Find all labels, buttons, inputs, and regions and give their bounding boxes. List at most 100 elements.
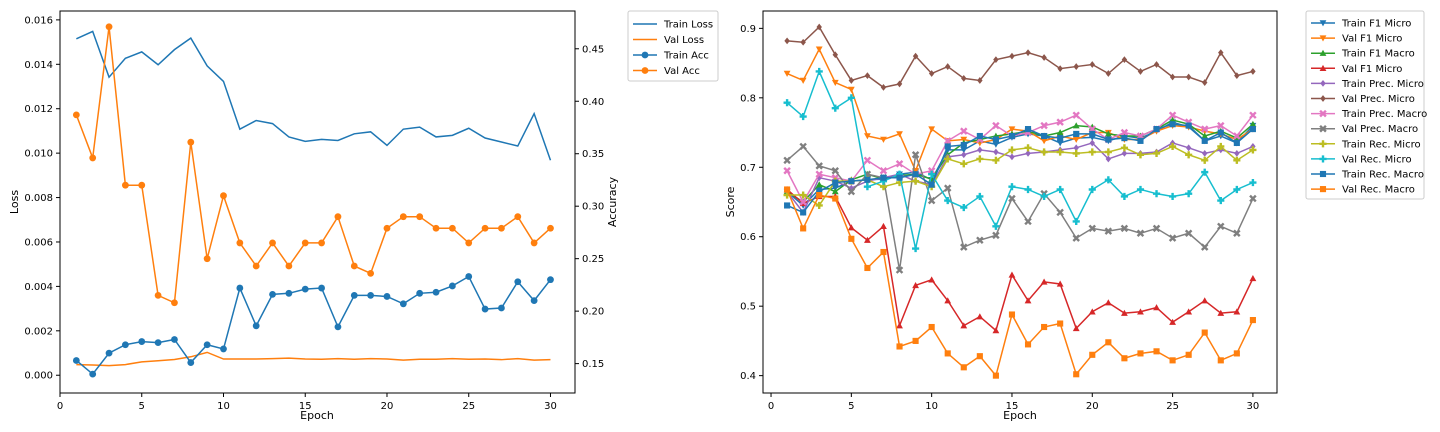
data-point — [847, 86, 855, 93]
legend-item-train-f1-macro: Train F1 Macro — [1311, 49, 1415, 60]
data-point — [1056, 140, 1064, 147]
x-tick-label: 5 — [139, 401, 145, 412]
data-point — [943, 184, 952, 192]
data-point — [864, 133, 871, 140]
data-point — [961, 74, 967, 82]
y2-tick-label: 0.40 — [582, 97, 604, 108]
series-line — [76, 351, 551, 367]
data-point — [944, 155, 952, 163]
data-point — [1153, 126, 1160, 133]
legend-item-train-rec-macro: Train Rec. Macro — [1311, 170, 1424, 181]
data-point — [252, 322, 260, 330]
data-point — [1185, 151, 1193, 159]
data-point — [171, 336, 178, 343]
data-point — [960, 147, 968, 154]
data-point — [1121, 56, 1128, 64]
data-point — [880, 174, 887, 181]
y-tick-label: 0.008 — [24, 193, 53, 204]
data-point — [1120, 192, 1128, 201]
data-point — [1089, 130, 1096, 137]
data-point — [864, 176, 871, 183]
data-point — [1072, 325, 1080, 332]
data-point — [154, 292, 162, 299]
x-tick-label: 20 — [1086, 401, 1099, 412]
legend-label: Val Rec. Micro — [1342, 154, 1412, 165]
data-point — [1234, 149, 1240, 157]
loss-accuracy-chart: 0 5 10 15 20 25 30 0.0000.0020.0040.0060.0080.… — [8, 10, 719, 422]
data-point — [498, 224, 505, 232]
data-point — [301, 239, 309, 247]
series-val-rec-macro-11 — [784, 186, 1256, 379]
series-train-acc-2 — [72, 273, 554, 378]
data-point — [992, 136, 999, 143]
data-point — [269, 290, 276, 298]
data-point — [895, 266, 904, 274]
data-point — [1120, 144, 1128, 152]
data-point — [992, 141, 1000, 148]
data-point — [121, 341, 129, 349]
data-point — [547, 276, 554, 284]
data-point — [847, 94, 855, 102]
data-point — [1249, 120, 1257, 127]
legend-label: Train Prec. Micro — [1341, 79, 1424, 90]
data-point — [992, 372, 999, 379]
right-series-group — [783, 23, 1257, 379]
data-point — [880, 248, 887, 256]
data-point — [815, 170, 823, 178]
data-point — [1217, 142, 1225, 151]
data-point — [783, 156, 791, 165]
data-point — [1201, 149, 1208, 157]
data-point — [799, 191, 807, 199]
data-point — [912, 281, 919, 289]
y-tick-label: 0.7 — [740, 163, 756, 174]
data-point — [1136, 229, 1145, 237]
data-point — [1057, 320, 1064, 327]
legend-item-val-acc: Val Acc — [633, 66, 700, 77]
data-point — [864, 264, 871, 272]
data-point — [1152, 149, 1161, 157]
data-point — [1201, 156, 1209, 164]
data-point — [960, 203, 968, 212]
data-point — [154, 339, 162, 347]
series-line — [75, 26, 551, 304]
data-point — [960, 243, 968, 251]
data-point — [848, 235, 855, 242]
data-point — [448, 224, 456, 232]
data-point — [1201, 79, 1208, 86]
data-point — [89, 370, 97, 378]
data-point — [1201, 132, 1209, 139]
data-point — [367, 269, 375, 277]
legend-swatch-marker — [641, 67, 649, 74]
data-point — [1249, 275, 1257, 282]
data-point — [1152, 224, 1161, 233]
data-point — [432, 288, 440, 296]
data-point — [799, 142, 807, 151]
data-point — [1089, 139, 1096, 147]
data-point — [105, 349, 113, 357]
data-point — [1104, 130, 1112, 137]
data-point — [993, 56, 999, 64]
data-point — [1233, 132, 1241, 140]
data-point — [1056, 148, 1064, 156]
data-point — [784, 202, 791, 209]
data-point — [138, 338, 146, 345]
data-point — [432, 224, 440, 232]
data-point — [1105, 339, 1112, 346]
legend-label: Val Prec. Macro — [1342, 124, 1418, 135]
data-point — [831, 104, 839, 112]
data-point — [831, 188, 839, 195]
series-val-loss-1 — [76, 351, 551, 367]
data-point — [1024, 185, 1032, 194]
legend-label: Train Rec. Macro — [1341, 170, 1424, 181]
data-point — [1009, 153, 1015, 161]
data-point — [815, 67, 823, 75]
y-tick-label: 0.8 — [740, 93, 756, 104]
series-line — [787, 25, 1254, 89]
data-point — [1072, 136, 1080, 143]
data-point — [976, 192, 984, 201]
data-point — [1137, 68, 1144, 75]
data-point — [1009, 52, 1015, 60]
series-val-f1-micro-3 — [783, 186, 1257, 334]
data-point — [1169, 357, 1176, 364]
data-point — [1104, 299, 1112, 306]
